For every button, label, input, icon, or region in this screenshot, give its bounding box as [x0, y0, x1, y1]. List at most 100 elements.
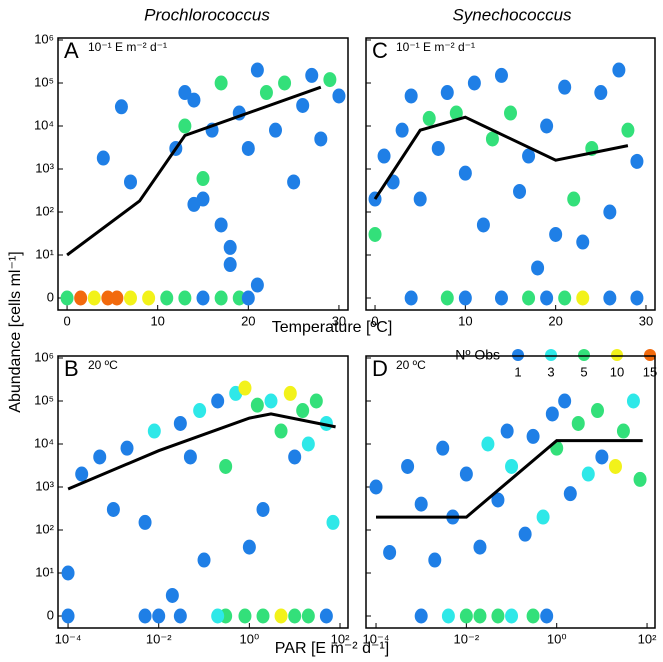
scatter-point — [274, 423, 288, 439]
y-tick-label: 10² — [35, 203, 54, 218]
scatter-point — [211, 608, 225, 624]
scatter-point — [319, 608, 333, 624]
plot-frame — [365, 37, 656, 311]
scatter-point — [106, 501, 120, 517]
scatter-point — [196, 290, 210, 306]
x-tick-label: 30 — [639, 313, 653, 328]
scatter-point — [250, 277, 264, 293]
scatter-point — [594, 85, 608, 101]
y-tick-label: 10³ — [35, 478, 54, 493]
panel-note: 20 ºC — [88, 358, 118, 372]
scatter-point — [481, 436, 495, 452]
scatter-point — [238, 380, 252, 396]
x-tick-label: 10⁻² — [146, 631, 172, 646]
scatter-point — [590, 403, 604, 419]
scatter-point — [296, 403, 310, 419]
scatter-point — [110, 290, 124, 306]
scatter-point — [142, 290, 156, 306]
scatter-point — [436, 440, 450, 456]
scatter-point — [309, 393, 323, 409]
legend-label: 3 — [547, 364, 554, 379]
scatter-point — [540, 608, 554, 624]
scatter-point — [422, 110, 436, 126]
scatter-point — [152, 608, 166, 624]
scatter-point — [61, 608, 75, 624]
scatter-point — [93, 449, 107, 465]
scatter-point — [138, 514, 152, 530]
scatter-point — [458, 290, 472, 306]
scatter-point — [608, 458, 622, 474]
scatter-point — [531, 260, 545, 276]
scatter-point — [540, 118, 554, 134]
scatter-point — [413, 191, 427, 207]
scatter-point — [187, 196, 201, 212]
scatter-point — [101, 290, 115, 306]
x-tick-label: 10⁰ — [547, 631, 567, 646]
scatter-point — [314, 131, 328, 147]
x-tick-label: 20 — [241, 313, 255, 328]
scatter-point — [476, 217, 490, 233]
x-tick-label: 10⁻² — [454, 631, 480, 646]
scatter-point — [494, 67, 508, 83]
scatter-point — [526, 608, 540, 624]
scatter-point — [603, 290, 617, 306]
scatter-point — [283, 385, 297, 401]
scatter-point — [214, 217, 228, 233]
scatter-point — [196, 171, 210, 187]
scatter-point — [124, 290, 137, 306]
scatter-point — [87, 290, 101, 306]
legend-swatch — [644, 349, 656, 361]
scatter-point — [187, 92, 201, 108]
scatter-point — [219, 458, 233, 474]
scatter-point — [612, 62, 626, 78]
scatter-point — [241, 140, 255, 156]
fit-line — [67, 412, 336, 491]
fit-line — [373, 115, 629, 200]
scatter-point — [595, 449, 609, 465]
legend-label: 1 — [514, 364, 521, 379]
plot-frame — [57, 37, 349, 311]
x-tick-label: 10² — [331, 631, 350, 646]
scatter-point — [232, 290, 246, 306]
scatter-point — [193, 403, 207, 419]
panel-note: 20 ºC — [396, 358, 426, 372]
scatter-point — [459, 608, 473, 624]
scatter-point — [540, 290, 554, 306]
scatter-point — [485, 131, 499, 147]
scatter-point — [114, 99, 128, 115]
scatter-point — [558, 79, 572, 95]
scatter-point — [616, 423, 630, 439]
panel-letter: B — [64, 356, 79, 381]
y-tick-label: 10¹ — [35, 246, 54, 261]
scatter-point — [558, 290, 572, 306]
scatter-point — [549, 226, 563, 242]
scatter-point — [264, 393, 278, 409]
scatter-point — [431, 140, 445, 156]
scatter-point — [571, 415, 585, 431]
panel-letter: C — [372, 38, 388, 63]
scatter-point — [500, 423, 514, 439]
legend-swatch — [545, 349, 557, 361]
scatter-point — [160, 290, 174, 306]
scatter-point — [74, 290, 88, 306]
scatter-point — [296, 97, 310, 113]
scatter-point — [178, 118, 192, 134]
panel-note: 10⁻¹ E m⁻² d⁻¹ — [88, 40, 167, 54]
scatter-point — [138, 608, 152, 624]
scatter-point — [395, 122, 409, 138]
y-tick-label: 10⁶ — [34, 31, 54, 46]
legend-swatch — [512, 349, 524, 361]
scatter-point — [404, 290, 418, 306]
x-tick-label: 0 — [371, 313, 378, 328]
scatter-point — [536, 509, 550, 525]
scatter-point — [626, 393, 640, 409]
scatter-point — [630, 153, 644, 169]
scatter-point — [278, 75, 292, 91]
scatter-point — [96, 150, 110, 166]
scatter-point — [414, 608, 428, 624]
scatter-point — [173, 608, 187, 624]
scatter-point — [75, 466, 89, 482]
scatter-point — [301, 608, 315, 624]
scatter-point — [214, 75, 228, 91]
